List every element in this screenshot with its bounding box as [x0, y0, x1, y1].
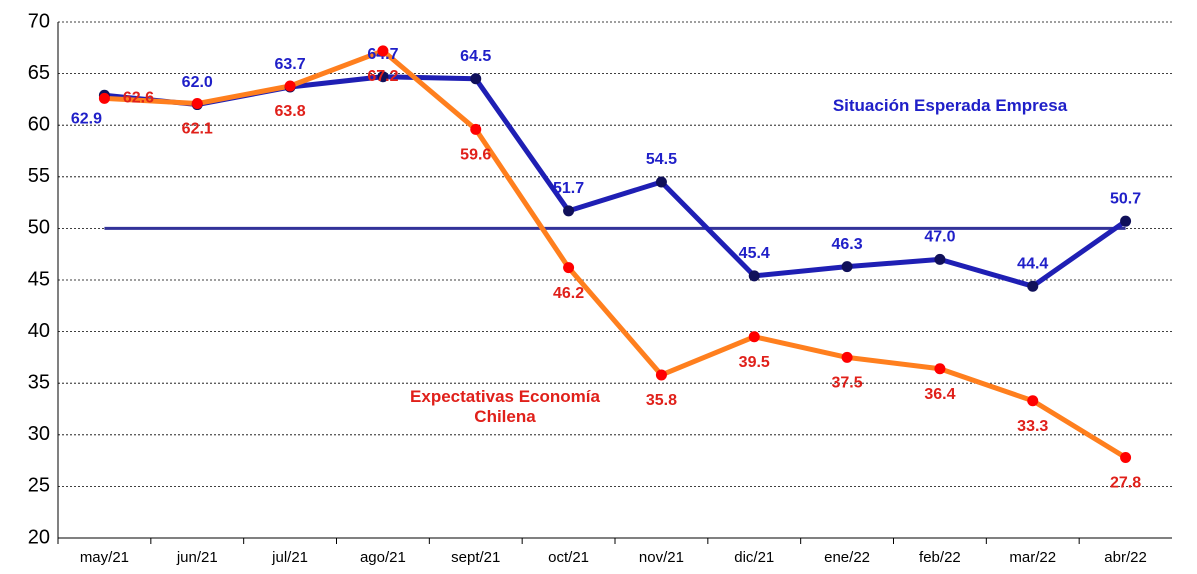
data-point	[655, 176, 667, 188]
data-point	[841, 351, 853, 363]
data-label: 64.5	[460, 48, 491, 65]
data-point	[191, 98, 203, 110]
x-tick-label: mar/22	[1009, 549, 1056, 566]
data-label: 44.4	[1017, 255, 1048, 272]
y-tick-label: 40	[28, 320, 50, 342]
data-label: 54.5	[646, 151, 677, 168]
data-label: 37.5	[832, 375, 863, 392]
data-label: 62.6	[123, 90, 154, 107]
x-tick-label: ene/22	[824, 549, 870, 566]
data-label: 27.8	[1110, 475, 1141, 492]
data-point	[655, 369, 667, 381]
data-label: 47.0	[924, 229, 955, 246]
y-tick-label: 60	[28, 113, 50, 135]
x-tick-label: feb/22	[919, 549, 961, 566]
series-annotation: Expectativas Economía Chilena	[410, 387, 600, 426]
data-label: 50.7	[1110, 190, 1141, 207]
data-point	[1120, 215, 1132, 227]
data-point	[470, 123, 482, 135]
data-label: 39.5	[739, 354, 770, 371]
data-point	[1027, 395, 1039, 407]
series-annotation: Situación Esperada Empresa	[832, 96, 1068, 115]
y-tick-label: 70	[28, 10, 50, 32]
data-point	[1120, 452, 1132, 464]
x-tick-label: jul/21	[271, 549, 308, 566]
x-tick-label: abr/22	[1104, 549, 1147, 566]
data-point	[563, 205, 575, 217]
data-point	[284, 80, 296, 92]
x-tick-label: dic/21	[734, 549, 774, 566]
data-point	[377, 45, 389, 57]
y-tick-label: 35	[28, 371, 50, 393]
data-label: 63.8	[275, 103, 306, 120]
x-tick-label: may/21	[80, 549, 129, 566]
data-label: 46.3	[832, 236, 863, 253]
x-tick-label: ago/21	[360, 549, 406, 566]
y-tick-label: 25	[28, 475, 50, 497]
y-tick-label: 45	[28, 268, 50, 290]
data-point	[841, 261, 853, 273]
data-label: 33.3	[1017, 418, 1048, 435]
data-point	[934, 363, 946, 375]
y-tick-label: 30	[28, 423, 50, 445]
data-point	[470, 73, 482, 85]
x-tick-label: nov/21	[639, 549, 684, 566]
x-tick-label: sept/21	[451, 549, 500, 566]
data-label: 51.7	[553, 180, 584, 197]
series-line	[104, 48, 1127, 460]
y-tick-label: 65	[28, 62, 50, 84]
data-label: 45.4	[739, 245, 770, 262]
data-label: 62.0	[182, 74, 213, 91]
data-label: 63.7	[275, 56, 306, 73]
data-point	[934, 253, 946, 265]
x-tick-label: jun/21	[176, 549, 218, 566]
data-point	[748, 270, 760, 282]
y-tick-label: 55	[28, 165, 50, 187]
data-point	[98, 92, 110, 104]
data-label: 67.2	[367, 68, 398, 85]
data-label: 46.2	[553, 285, 584, 302]
data-point	[563, 262, 575, 274]
data-point	[377, 71, 389, 83]
data-point	[1027, 280, 1039, 292]
data-point	[748, 331, 760, 343]
data-label: 62.9	[71, 110, 102, 127]
data-label: 59.6	[460, 147, 491, 164]
data-label: 35.8	[646, 392, 677, 409]
data-label: 62.1	[182, 121, 213, 138]
x-tick-label: oct/21	[548, 549, 589, 566]
data-label: 36.4	[924, 386, 955, 403]
y-tick-label: 20	[28, 526, 50, 548]
y-tick-label: 50	[28, 217, 50, 239]
